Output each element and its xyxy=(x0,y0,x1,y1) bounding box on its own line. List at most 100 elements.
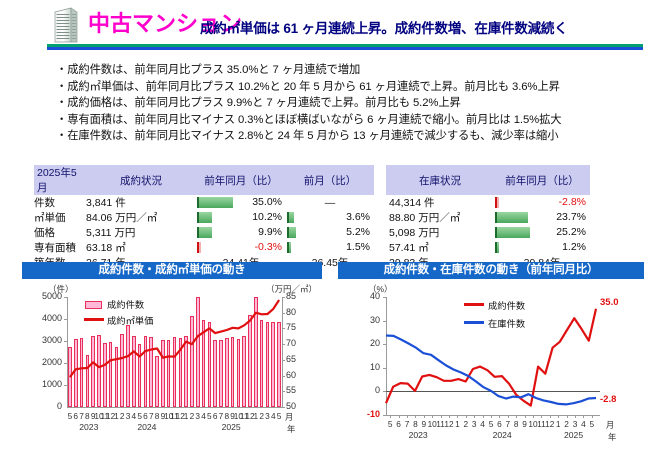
x-tick-label: 11 xyxy=(436,419,445,429)
bar xyxy=(102,343,107,407)
x-tick-label: 7 xyxy=(218,411,224,421)
y-tick-mark xyxy=(64,385,67,386)
y2-axis-title: （万円／㎡） xyxy=(266,284,318,294)
y-tick-mark xyxy=(383,297,386,298)
cell-percent: 35.0% xyxy=(252,196,282,208)
contract-value: 3,841 件 xyxy=(86,197,126,209)
y-tick: 1000 xyxy=(41,379,62,389)
yoy-cell: -0.3% xyxy=(196,240,286,255)
y2-tick: 55 xyxy=(286,385,297,396)
y-tick-mark xyxy=(383,415,386,416)
cell-bar xyxy=(197,212,213,223)
y2-tick-mark xyxy=(282,391,285,393)
table-row: 件数 3,841 件 35.0% — 44,314 件 -2.8% xyxy=(34,195,590,210)
inventory-line xyxy=(385,334,597,406)
chart-left-plot: （件） （万円／㎡） 0 1000 2000 3000 4000 5000 50 55 60 65 70… xyxy=(22,279,322,454)
x-year-label: 2024 xyxy=(492,430,512,440)
inventory-yoy-cell: -2.8% xyxy=(494,195,590,210)
x-tick-mark xyxy=(583,415,585,418)
col-inventory-status: 在庫状況 xyxy=(386,165,494,195)
x-tick-label: 12 xyxy=(105,411,116,421)
y2-tick: 60 xyxy=(286,369,297,380)
mom-cell: 3.6% xyxy=(286,210,374,225)
x-tick-label: 8 xyxy=(85,411,90,421)
inventory-value: 5,098 万円 xyxy=(389,227,440,239)
x-tick-label: 6 xyxy=(143,411,148,421)
cell-percent: 23.7% xyxy=(556,211,586,223)
y-tick-mark xyxy=(383,367,386,369)
col-yoy: 前年同月（比） xyxy=(196,165,286,195)
end-label-contracts: 35.0 xyxy=(600,296,619,308)
x-tick-label: 2 xyxy=(564,419,569,429)
mom-cell: — xyxy=(324,196,336,209)
x-tick-mark xyxy=(591,415,593,418)
x-tick-mark xyxy=(457,415,459,418)
cell-percent: 25.2% xyxy=(556,226,586,238)
bar xyxy=(190,315,194,407)
x-tick-label: 4 xyxy=(581,419,586,429)
y2-tick: 85 xyxy=(286,291,297,301)
cell-percent: 5.2% xyxy=(346,226,370,238)
bar xyxy=(219,339,223,407)
y2-tick-mark xyxy=(282,375,285,377)
y-tick-mark xyxy=(383,344,386,346)
y-tick: 4000 xyxy=(41,313,62,323)
row-spacer xyxy=(374,240,386,255)
y-tick: 0 xyxy=(56,401,62,411)
x-tick-label: 10 xyxy=(528,419,538,429)
x-tick-label: 5 xyxy=(387,419,393,429)
cell-percent: 1.2% xyxy=(562,241,586,253)
x-tick-mark xyxy=(499,415,501,418)
x-year-label: 2025 xyxy=(564,430,584,440)
x-tick-label: 12 xyxy=(444,419,454,429)
x-tick-label: 4 xyxy=(480,419,485,429)
bullet-item: ・成約㎡単価は、前年同月比プラス 10.2%と 20 年 5 月から 61 ヶ月… xyxy=(56,80,560,93)
bar xyxy=(207,322,212,407)
cell-percent: 3.6% xyxy=(346,211,370,223)
row-spacer xyxy=(374,195,386,210)
inventory-yoy-cell: 25.2% xyxy=(494,225,590,240)
bar xyxy=(254,297,258,407)
bar xyxy=(172,337,177,407)
page-title: 中古マンション xyxy=(88,11,243,36)
chart-right-title: 成約件数・在庫件数の動き（前年同月比） xyxy=(338,262,644,279)
y-tick: 20 xyxy=(369,338,380,349)
y-tick-mark xyxy=(383,320,386,322)
cell-bar xyxy=(495,227,530,238)
y2-tick: 75 xyxy=(286,322,297,333)
x-tick-mark xyxy=(575,415,576,418)
bar xyxy=(195,297,200,407)
y-axis-title: （%） xyxy=(368,284,393,294)
x-tick-mark xyxy=(432,415,434,418)
x-tick-label: 8 xyxy=(513,419,519,429)
y-axis-line xyxy=(67,297,68,407)
x-axis-year-unit: 年 xyxy=(287,424,296,434)
y-axis-title: （件） xyxy=(48,284,74,294)
cell-bar xyxy=(197,242,201,253)
x-year-label: 2023 xyxy=(408,430,428,440)
bar xyxy=(73,338,78,407)
x-tick-label: 7 xyxy=(148,411,154,421)
chart-left-title: 成約件数・成約㎡単価の動き xyxy=(22,262,322,279)
cell-bar xyxy=(495,197,499,208)
x-tick-label: 6 xyxy=(497,419,502,429)
x-tick-mark xyxy=(398,415,400,418)
y2-tick: 50 xyxy=(286,401,297,411)
x-tick-label: 9 xyxy=(230,411,235,421)
bar xyxy=(97,334,101,407)
zero-line xyxy=(386,391,600,393)
bar xyxy=(242,336,247,407)
bar xyxy=(259,319,264,407)
y-tick-mark xyxy=(64,297,67,298)
bar xyxy=(271,322,276,407)
bar xyxy=(224,338,229,407)
x-tick-label: 1 xyxy=(183,411,189,421)
x-tick-mark xyxy=(482,415,484,418)
chart-contracts-inventory-yoy: 成約件数・在庫件数の動き（前年同月比） （%） -10 0 10 20 30 40 5 6 7 8 9… xyxy=(338,262,644,454)
x-tick-mark xyxy=(533,415,534,418)
col-inventory-yoy: 前年同月（比） xyxy=(494,165,590,195)
x-tick-label: 11 xyxy=(170,411,179,421)
yoy-cell: 35.0% xyxy=(196,195,286,210)
x-tick-label: 9 xyxy=(522,419,527,429)
y2-tick: 70 xyxy=(286,338,297,349)
